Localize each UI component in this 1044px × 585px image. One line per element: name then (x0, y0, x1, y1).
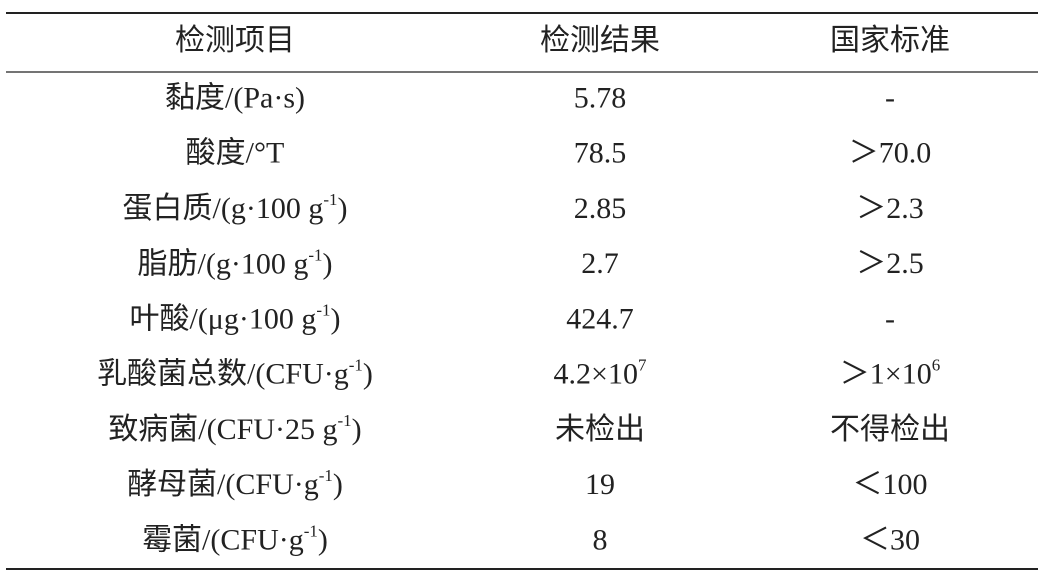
table-cell: - (885, 302, 895, 335)
cell-text: 酵母菌/(CFU·g (127, 468, 319, 501)
superscript: -1 (304, 522, 318, 541)
superscript: -1 (308, 246, 322, 265)
table-cell: ＞70.0 (849, 137, 932, 170)
superscript: -1 (349, 356, 363, 375)
table-cell: ＞2.3 (856, 192, 924, 225)
cell-text: ) (338, 192, 348, 225)
superscript: -1 (338, 411, 352, 430)
table-cell: 不得检出 (830, 413, 950, 446)
table-cell: 19 (585, 468, 615, 501)
superscript: -1 (323, 190, 337, 209)
cell-text: 4.2×10 (554, 358, 638, 391)
cell-text: ) (352, 413, 362, 446)
cell-text: 霉菌/(CFU·g (142, 523, 304, 556)
cell-text: ) (363, 358, 373, 391)
cell-text: 叶酸/(μg·100 g (129, 302, 316, 335)
cell-text: ＞1×10 (840, 358, 932, 391)
cell-text: ) (331, 302, 341, 335)
superscript: 6 (932, 356, 941, 375)
cell-text: ) (333, 468, 343, 501)
table-cell: 4.2×107 (554, 356, 647, 390)
header-cell: 检测项目 (175, 24, 295, 57)
cell-text: ) (323, 247, 333, 280)
table-cell: ＞2.5 (856, 247, 924, 280)
table-cell: 5.78 (574, 82, 627, 115)
table-cell: 致病菌/(CFU·25 g-1) (108, 411, 361, 445)
cell-text: 脂肪/(g·100 g (138, 247, 309, 280)
table-cell: ＜100 (853, 468, 928, 501)
table-cell: ＞1×106 (840, 356, 940, 390)
superscript: 7 (638, 356, 647, 375)
header-cell: 检测结果 (540, 24, 660, 57)
table-cell: 2.7 (581, 247, 619, 280)
table-cell: 黏度/(Pa·s) (165, 82, 305, 115)
cell-text: ) (318, 523, 328, 556)
cell-text: 蛋白质/(g·100 g (123, 192, 324, 225)
cell-text: 乳酸菌总数/(CFU·g (97, 358, 349, 391)
table-cell: 脂肪/(g·100 g-1) (138, 246, 333, 280)
table-cell: 叶酸/(μg·100 g-1) (129, 301, 340, 335)
table-cell: 2.85 (574, 192, 627, 225)
table-cell: 未检出 (555, 413, 645, 446)
table-cell: 霉菌/(CFU·g-1) (142, 522, 328, 556)
table-cell: 78.5 (574, 137, 627, 170)
table-cell: 蛋白质/(g·100 g-1) (123, 190, 348, 224)
table-cell: 酸度/°T (186, 137, 285, 170)
superscript: -1 (316, 301, 330, 320)
table-cell: 酵母菌/(CFU·g-1) (127, 467, 343, 501)
table-cell: - (885, 82, 895, 115)
superscript: -1 (319, 467, 333, 486)
table-cell: 8 (593, 523, 608, 556)
cell-text: 致病菌/(CFU·25 g (108, 413, 337, 446)
table-cell: 424.7 (566, 302, 634, 335)
table-cell: ＜30 (860, 523, 920, 556)
table-cell: 乳酸菌总数/(CFU·g-1) (97, 356, 373, 390)
header-cell: 国家标准 (830, 24, 950, 57)
